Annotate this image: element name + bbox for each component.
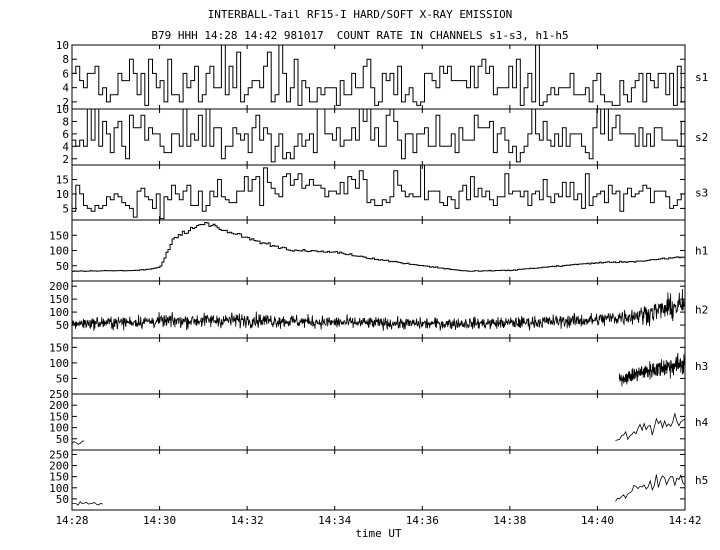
series-trace-h3	[618, 352, 686, 387]
x-tick-label: 14:40	[581, 514, 614, 527]
y-tick-label: 200	[49, 460, 69, 473]
channel-label-h2: h2	[695, 304, 708, 317]
y-tick-label: 100	[49, 357, 69, 370]
y-tick-label: 2	[62, 96, 69, 109]
x-tick-label: 14:30	[143, 514, 176, 527]
y-tick-label: 250	[49, 448, 69, 461]
series-trace-h5	[71, 473, 686, 506]
y-tick-label: 6	[62, 67, 69, 80]
channel-label-s2: s2	[695, 131, 708, 144]
channel-label-h3: h3	[695, 360, 708, 373]
series-trace-s1	[72, 44, 685, 106]
y-tick-label: 5	[62, 202, 69, 215]
x-tick-label: 14:28	[55, 514, 88, 527]
channel-label-s3: s3	[695, 187, 708, 200]
chart-title: INTERBALL-Tail RF15-I HARD/SOFT X-RAY EM…	[207, 8, 513, 21]
channel-label-s1: s1	[695, 71, 708, 84]
panel-frame	[71, 393, 686, 451]
y-tick-label: 200	[49, 280, 69, 293]
y-tick-label: 100	[49, 482, 69, 495]
y-tick-label: 4	[62, 140, 69, 153]
y-tick-label: 50	[56, 260, 69, 273]
x-tick-label: 14:36	[406, 514, 439, 527]
y-tick-label: 100	[49, 422, 69, 435]
series-trace-s2	[72, 108, 685, 163]
y-tick-label: 2	[62, 153, 69, 166]
series-trace-h2	[71, 288, 686, 331]
panel-frame	[71, 449, 686, 511]
y-tick-label: 150	[49, 293, 69, 306]
x-tick-label: 14:34	[318, 514, 351, 527]
y-tick-label: 50	[56, 433, 69, 446]
x-tick-label: 14:38	[493, 514, 526, 527]
y-tick-label: 10	[56, 103, 69, 116]
channel-label-h4: h4	[695, 416, 709, 429]
y-tick-label: 150	[49, 471, 69, 484]
y-tick-label: 50	[56, 319, 69, 332]
x-tick-label: 14:32	[231, 514, 264, 527]
series-trace-h1	[72, 222, 685, 272]
y-tick-label: 150	[49, 341, 69, 354]
panel-s3: 510 15 s3	[56, 164, 708, 221]
y-tick-label: 4	[62, 82, 69, 95]
panel-frame	[71, 280, 686, 339]
panel-h1: 50 100 150 h1	[49, 219, 708, 282]
x-tick-label: 14:42	[668, 514, 701, 527]
y-tick-label: 150	[49, 229, 69, 242]
y-tick-label: 150	[49, 410, 69, 423]
panel-frame	[71, 337, 686, 395]
y-tick-label: 8	[62, 115, 69, 128]
y-tick-label: 100	[49, 306, 69, 319]
series-trace-h4	[71, 413, 686, 445]
panel-frame	[71, 219, 686, 282]
x-axis-label: time UT	[355, 527, 402, 540]
y-tick-label: 50	[56, 372, 69, 385]
y-tick-label: 200	[49, 399, 69, 412]
y-tick-label: 6	[62, 128, 69, 141]
y-tick-label: 10	[56, 188, 69, 201]
channel-label-h5: h5	[695, 474, 708, 487]
chart-subtitle: B79 HHH 14:28 14:42 981017 COUNT RATE IN…	[151, 29, 569, 42]
y-tick-label: 250	[49, 388, 69, 401]
y-tick-label: 50	[56, 493, 69, 506]
series-trace-s3	[72, 164, 685, 220]
channel-label-h1: h1	[695, 245, 708, 258]
y-tick-label: 10	[56, 39, 69, 52]
panel-h3: 50 100 150 h3	[49, 337, 708, 395]
y-tick-label: 100	[49, 245, 69, 258]
y-tick-label: 15	[56, 173, 69, 186]
y-tick-label: 8	[62, 53, 69, 66]
